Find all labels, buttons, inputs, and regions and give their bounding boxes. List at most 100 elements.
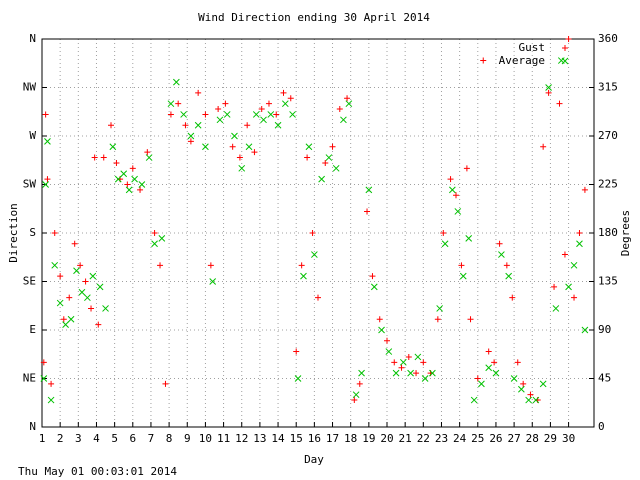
data-point: [551, 283, 558, 290]
data-point: [91, 154, 98, 161]
data-point: [207, 262, 214, 269]
data-point: [465, 235, 473, 242]
data-point: [514, 359, 521, 366]
x-tick-label: 3: [75, 432, 82, 445]
data-point: [576, 230, 583, 236]
data-point: [42, 111, 49, 118]
data-point: [167, 111, 174, 118]
data-point: [344, 95, 351, 102]
y2-tick-label: 45: [598, 372, 611, 385]
data-point: [180, 111, 187, 118]
data-point: [47, 396, 55, 404]
data-point: [581, 326, 589, 334]
data-point: [447, 176, 454, 183]
data-point: [365, 186, 373, 194]
x-tick-label: 8: [166, 432, 173, 445]
data-point: [287, 95, 294, 102]
data-point: [345, 100, 353, 108]
data-point: [520, 380, 527, 387]
y2-tick-label: 315: [598, 81, 618, 94]
data-point: [322, 159, 329, 166]
data-point: [478, 380, 485, 388]
data-point: [195, 89, 202, 96]
data-point: [251, 149, 258, 156]
x-tick-label: 10: [199, 432, 212, 445]
data-point: [498, 251, 505, 258]
data-point: [125, 186, 133, 194]
data-point: [202, 111, 209, 118]
data-point: [491, 359, 498, 366]
data-point: [571, 294, 578, 301]
data-point: [162, 380, 169, 387]
data-point: [293, 348, 300, 355]
data-point: [108, 122, 114, 129]
data-point: [173, 78, 180, 86]
data-point: [223, 111, 231, 118]
y-axis-label: Direction: [7, 203, 20, 263]
data-point: [311, 251, 318, 258]
data-point: [336, 106, 343, 113]
y-tick-label: E: [29, 323, 36, 336]
data-point: [294, 375, 302, 382]
data-point: [391, 359, 398, 366]
data-point: [129, 165, 136, 172]
data-point: [102, 305, 109, 312]
x-tick-label: 15: [290, 432, 303, 445]
y2-tick-label: 90: [598, 323, 611, 336]
data-point: [420, 359, 427, 366]
data-point: [138, 181, 146, 188]
x-tick-label: 27: [507, 432, 520, 445]
data-point: [88, 305, 95, 312]
y-tick-label: S: [29, 226, 36, 239]
data-point: [565, 36, 572, 42]
data-point: [67, 315, 75, 323]
data-point: [576, 240, 583, 248]
data-point: [304, 154, 311, 161]
data-point: [449, 186, 456, 194]
data-point: [565, 283, 572, 291]
data-point: [436, 305, 444, 312]
data-point: [202, 143, 209, 151]
data-point: [66, 294, 73, 301]
x-tick-label: 23: [435, 432, 448, 445]
data-point: [281, 100, 289, 108]
x-tick-label: 20: [380, 432, 393, 445]
data-point: [332, 164, 340, 172]
data-point: [545, 84, 552, 91]
data-point: [42, 181, 49, 188]
data-point: [378, 326, 385, 334]
data-point: [194, 121, 202, 129]
x-tick-label: 25: [471, 432, 484, 445]
data-point: [145, 154, 153, 161]
plot-frame: [41, 38, 595, 428]
y-tick-label: SE: [23, 275, 36, 288]
x-tick-label: 13: [253, 432, 266, 445]
x-tick-label: 19: [362, 432, 375, 445]
data-point: [527, 391, 534, 398]
y-tick-label: NW: [23, 81, 37, 94]
data-point: [570, 261, 578, 269]
data-point: [157, 262, 164, 269]
data-point: [131, 175, 138, 183]
data-point: [222, 100, 229, 107]
data-point: [89, 272, 97, 280]
data-point: [114, 175, 122, 183]
data-point: [309, 230, 316, 236]
chart-title: Wind Direction ending 30 April 2014: [198, 11, 430, 24]
data-point: [215, 106, 222, 113]
data-point: [57, 273, 64, 280]
y2-tick-label: 0: [598, 420, 605, 433]
data-point: [364, 208, 371, 215]
x-tick-label: 22: [417, 432, 430, 445]
data-point: [458, 262, 465, 269]
data-point: [274, 121, 282, 129]
x-tick-label: 7: [148, 432, 155, 445]
data-point: [454, 208, 462, 215]
data-point: [216, 116, 224, 124]
x-tick-label: 1: [39, 432, 46, 445]
data-point: [209, 278, 217, 285]
data-point: [325, 154, 333, 161]
data-point: [485, 348, 492, 355]
data-point: [545, 89, 552, 96]
